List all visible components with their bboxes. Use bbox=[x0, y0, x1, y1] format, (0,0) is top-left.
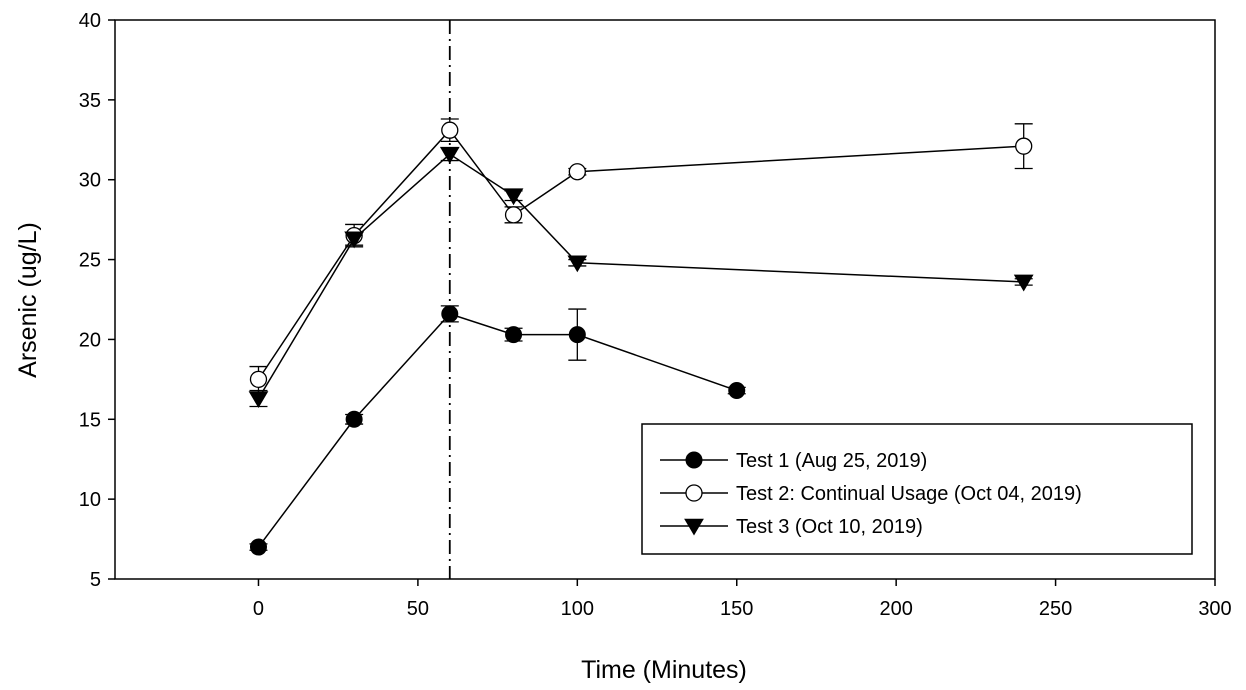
data-point bbox=[441, 121, 459, 139]
y-tick-label: 5 bbox=[90, 569, 101, 591]
plot-frame bbox=[114, 19, 1216, 580]
legend-item: Test 3 (Oct 10, 2019) bbox=[660, 516, 923, 538]
data-point bbox=[344, 231, 365, 249]
y-tick-label: 15 bbox=[79, 409, 101, 431]
y-axis-title: Arsenic (ug/L) bbox=[14, 222, 42, 378]
legend-label: Test 2: Continual Usage (Oct 04, 2019) bbox=[736, 483, 1082, 505]
y-tick-label: 10 bbox=[79, 489, 101, 511]
x-tick-label: 300 bbox=[1198, 598, 1231, 620]
legend-marker bbox=[685, 484, 703, 502]
data-point bbox=[505, 326, 523, 344]
legend-label: Test 3 (Oct 10, 2019) bbox=[736, 516, 923, 538]
series-2 bbox=[249, 118, 1033, 393]
data-point bbox=[728, 382, 746, 400]
x-tick-label: 150 bbox=[720, 598, 753, 620]
data-point bbox=[248, 391, 269, 409]
data-point bbox=[1013, 274, 1034, 292]
legend-box bbox=[641, 423, 1193, 555]
x-tick-label: 0 bbox=[253, 598, 264, 620]
x-tick-label: 50 bbox=[407, 598, 429, 620]
data-point bbox=[1015, 137, 1033, 155]
y-tick-label: 40 bbox=[79, 10, 101, 32]
legend-item: Test 2: Continual Usage (Oct 04, 2019) bbox=[660, 483, 1082, 505]
data-point bbox=[568, 163, 586, 181]
legend-marker bbox=[685, 451, 703, 469]
series-3-line bbox=[257, 153, 1024, 399]
data-point bbox=[568, 326, 586, 344]
series-1 bbox=[249, 305, 746, 556]
series-3 bbox=[248, 146, 1034, 409]
legend-item: Test 1 (Aug 25, 2019) bbox=[660, 450, 927, 472]
x-tick-label: 100 bbox=[561, 598, 594, 620]
plot-area: 0 50 100 150 200 250 300 5 10 15 20 25 30 35 40 bbox=[79, 10, 1232, 620]
y-tick-label: 20 bbox=[79, 329, 101, 351]
data-point bbox=[504, 206, 523, 224]
data-point bbox=[249, 538, 267, 556]
legend-marker bbox=[684, 518, 704, 536]
legend-label: Test 1 (Aug 25, 2019) bbox=[736, 450, 927, 472]
data-point bbox=[567, 255, 588, 273]
data-point bbox=[439, 146, 460, 164]
x-axis-title: Time (Minutes) bbox=[581, 656, 747, 684]
y-tick-label: 30 bbox=[79, 170, 101, 192]
legend: Test 1 (Aug 25, 2019) Test 2: Continual U… bbox=[641, 423, 1193, 555]
data-point bbox=[345, 410, 363, 428]
data-point bbox=[249, 370, 268, 389]
data-point bbox=[441, 305, 459, 323]
y-tick-label: 35 bbox=[79, 90, 101, 112]
data-point bbox=[503, 188, 524, 206]
y-tick-label: 25 bbox=[79, 250, 101, 272]
x-tick-label: 200 bbox=[879, 598, 912, 620]
series-2-line bbox=[257, 129, 1024, 380]
series-1-line bbox=[257, 313, 737, 548]
x-tick-label: 250 bbox=[1039, 598, 1072, 620]
